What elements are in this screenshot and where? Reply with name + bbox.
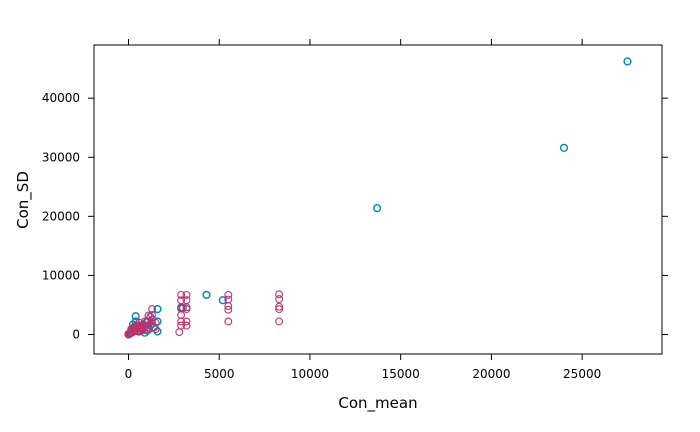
data-point: [275, 295, 284, 304]
y-axis-label: Con_SD: [14, 171, 33, 229]
data-point: [275, 305, 284, 314]
x-tick-labels: 0 5000 10000 15000 20000 25000: [125, 367, 602, 381]
data-point: [182, 305, 191, 314]
y-tick-label: 10000: [42, 268, 80, 282]
data-point: [224, 305, 233, 314]
y-tick-label: 30000: [42, 150, 80, 164]
data-point: [148, 305, 157, 314]
data-point: [177, 303, 186, 312]
y-axis-ticks-left: [88, 97, 94, 336]
data-point: [202, 290, 211, 300]
data-point: [224, 290, 233, 299]
data-point: [177, 290, 186, 299]
data-point: [559, 143, 569, 152]
x-tick-label: 20000: [472, 367, 510, 381]
data-point: [275, 317, 284, 326]
data-points: [124, 57, 632, 339]
x-tick-label: 5000: [204, 367, 235, 381]
data-point: [153, 305, 162, 314]
data-point: [124, 329, 133, 338]
data-point: [182, 321, 191, 330]
data-point: [275, 290, 284, 299]
data-point: [126, 328, 135, 337]
data-point: [224, 302, 233, 311]
y-tick-label: 20000: [42, 209, 80, 223]
x-tick-label: 15000: [382, 367, 420, 381]
data-point: [131, 312, 140, 321]
data-point: [177, 311, 186, 319]
data-point: [177, 317, 186, 326]
data-point: [218, 296, 227, 305]
data-point: [148, 311, 157, 319]
x-axis-ticks-top: [127, 39, 583, 45]
plot-frame: [93, 44, 663, 355]
x-axis-label: Con_mean: [338, 394, 417, 413]
data-point: [182, 317, 191, 326]
data-point: [373, 204, 382, 213]
data-point: [623, 57, 632, 66]
x-tick-label: 25000: [563, 367, 601, 381]
data-point: [175, 328, 184, 337]
x-tick-label: 10000: [291, 367, 329, 381]
y-tick-label: 0: [72, 328, 80, 342]
y-axis-ticks-right: [662, 97, 668, 336]
x-axis-ticks-bottom: [127, 354, 583, 360]
data-point: [144, 311, 153, 320]
y-tick-label: 40000: [42, 91, 80, 105]
y-tick-labels: 0 10000 20000 30000 40000: [42, 91, 80, 341]
data-point: [182, 290, 191, 299]
data-point: [275, 302, 284, 311]
data-point: [151, 325, 160, 334]
x-tick-label: 0: [125, 367, 133, 381]
data-point: [224, 317, 233, 326]
